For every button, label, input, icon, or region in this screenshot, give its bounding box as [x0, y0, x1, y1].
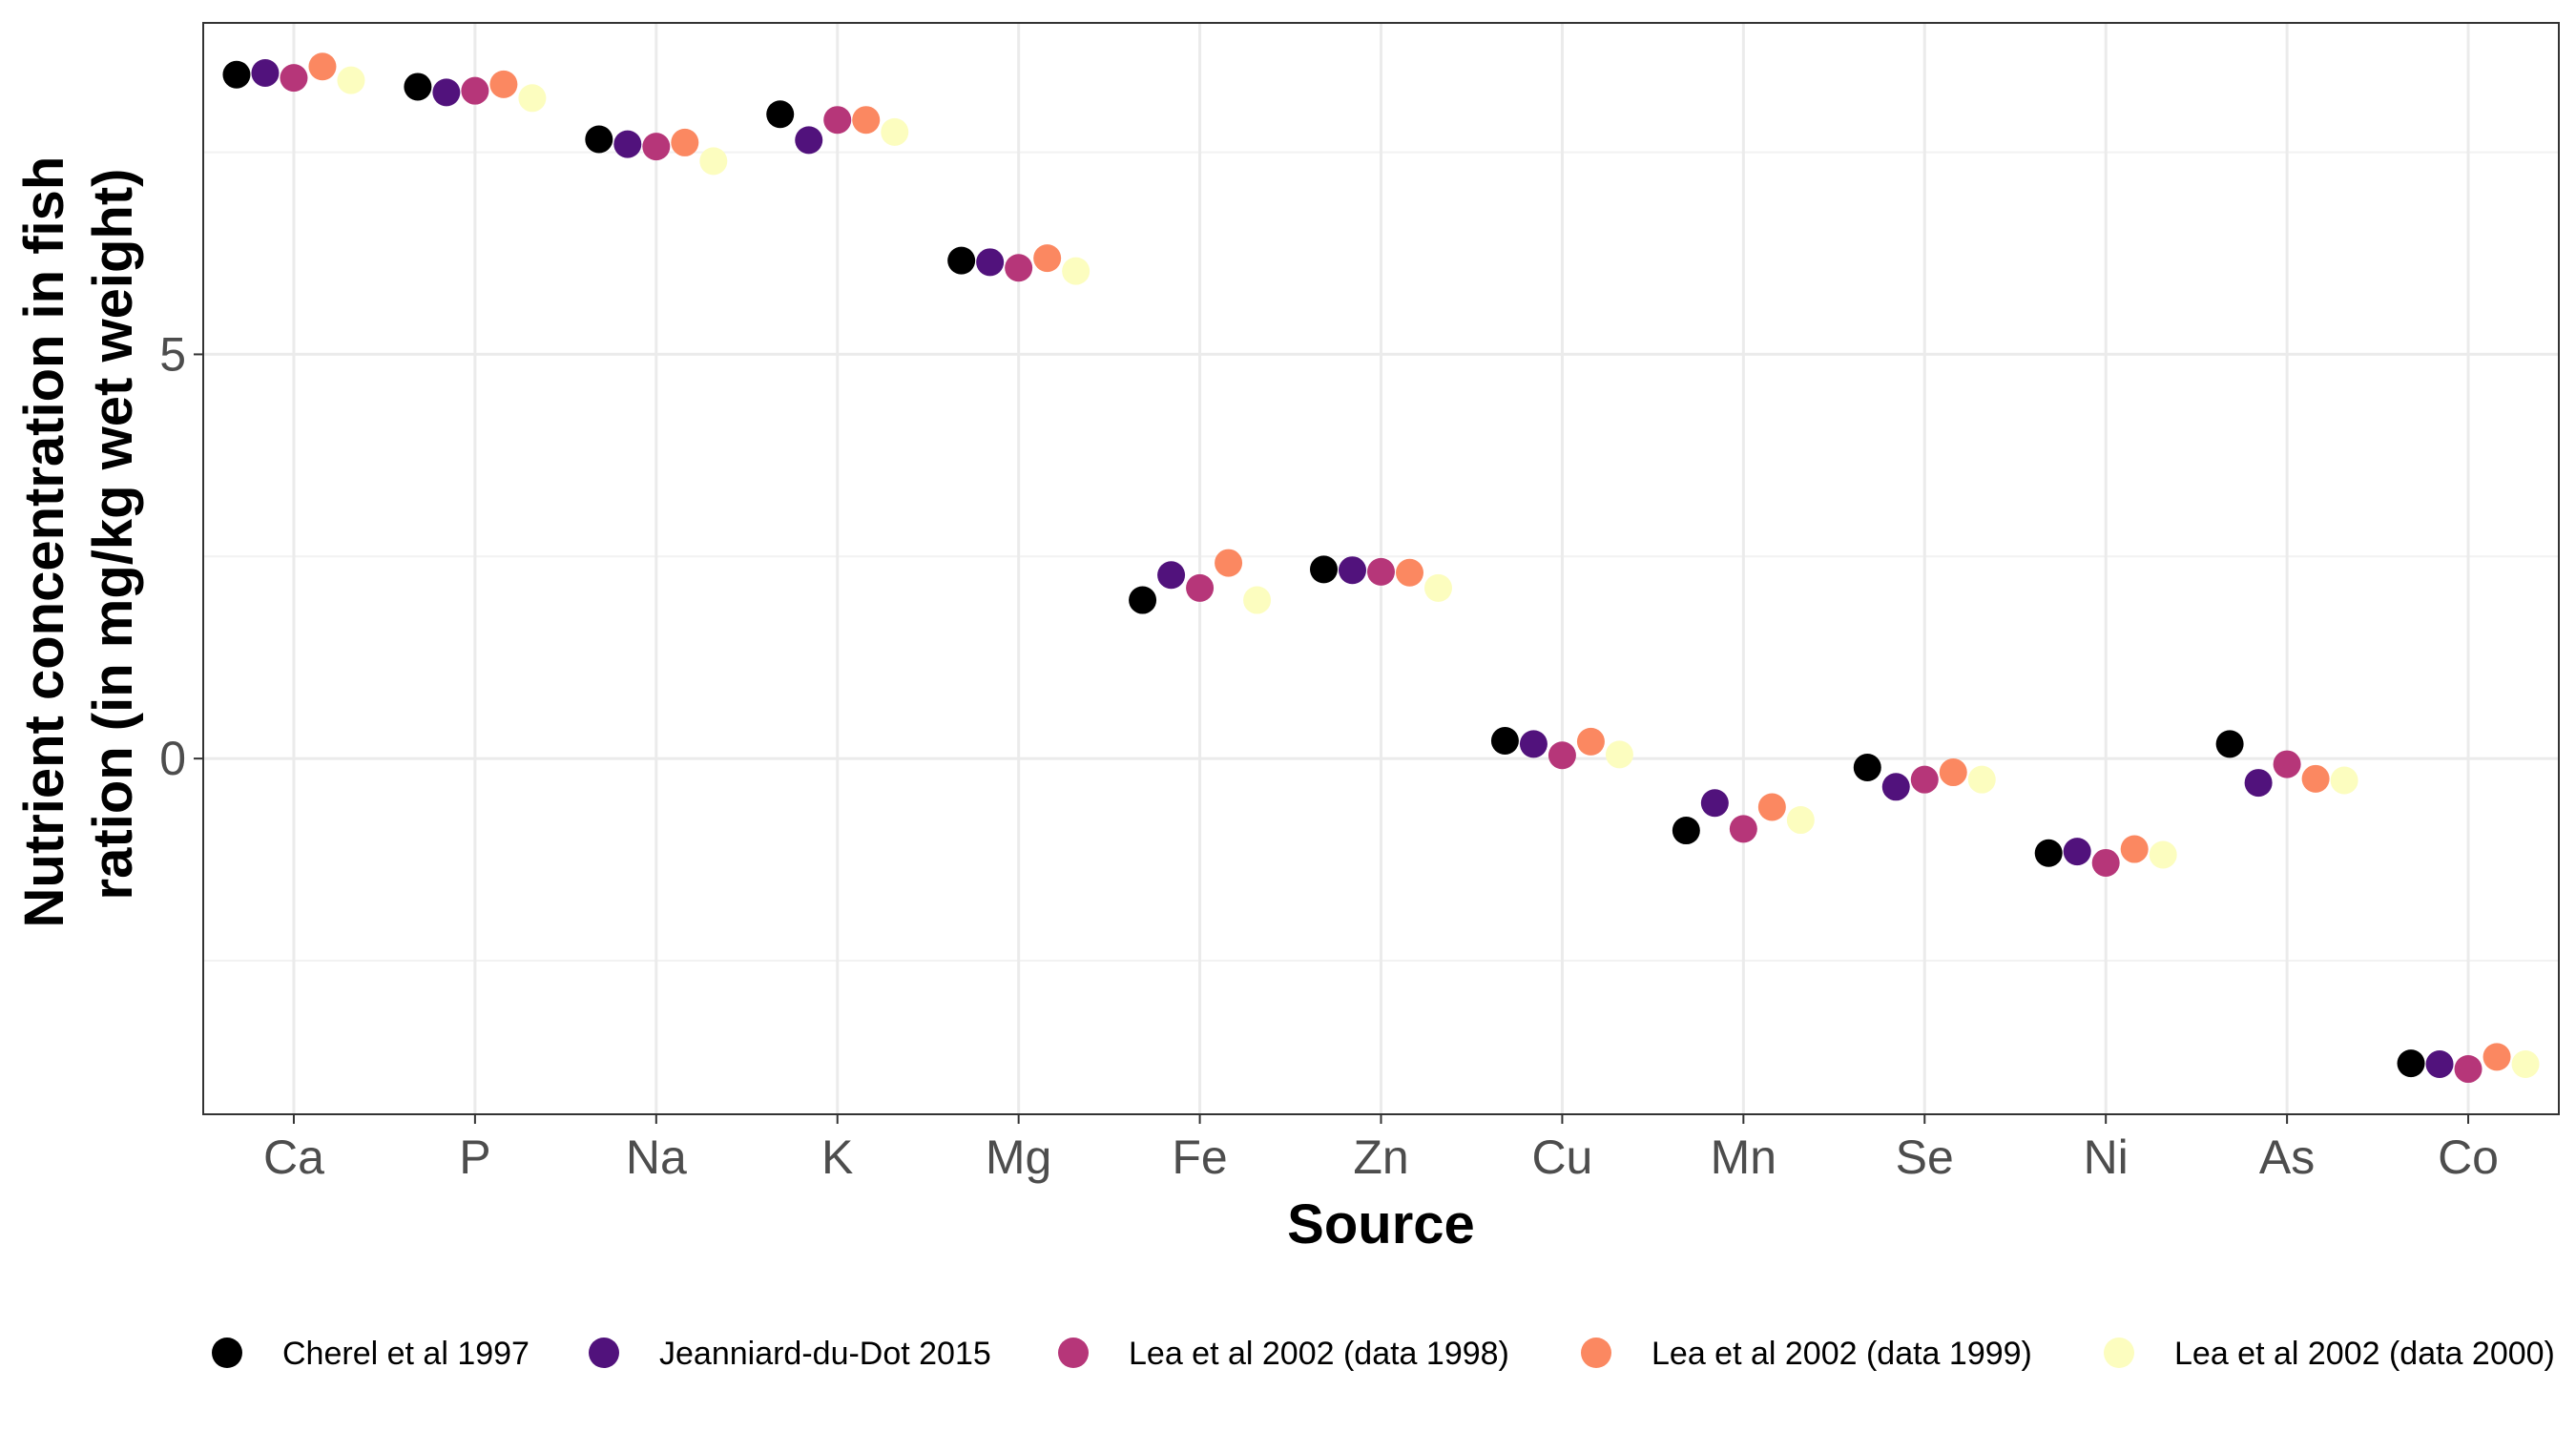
data-point	[947, 246, 976, 275]
data-point	[1881, 773, 1910, 801]
x-tick-label: Ca	[263, 1130, 324, 1184]
legend-label: Cherel et al 1997	[282, 1336, 530, 1372]
data-point	[1396, 558, 1423, 587]
data-point	[489, 70, 518, 98]
y-axis-title-line-2: ration (in mg/kg wet weight)	[82, 169, 144, 901]
data-point	[1033, 244, 1062, 273]
data-point	[2034, 839, 2063, 867]
data-point	[337, 66, 365, 94]
data-point	[1215, 549, 1243, 577]
data-point	[2511, 1049, 2540, 1078]
legend-label: Jeanniard-du-Dot 2015	[659, 1336, 991, 1372]
x-axis-title: Source	[1287, 1193, 1475, 1255]
data-point	[1367, 557, 1395, 586]
y-axis-title: Nutrient concentration in fish ration (i…	[13, 141, 144, 928]
axes: 0 5 Ca P Na K Mg Fe Zn Cu Mn Se Ni As Co	[159, 327, 2499, 1184]
data-point	[2215, 730, 2244, 758]
data-point	[671, 128, 699, 156]
x-tick-label: Se	[1896, 1130, 1954, 1184]
legend: Cherel et al 1997 Jeanniard-du-Dot 2015 Le…	[212, 1336, 2555, 1372]
data-point	[823, 106, 852, 135]
data-point	[699, 147, 728, 176]
data-point	[2483, 1043, 2511, 1071]
data-point	[1490, 726, 1519, 755]
data-point	[613, 130, 642, 158]
data-point	[1548, 741, 1576, 770]
data-point	[2301, 764, 2330, 793]
legend-label: Lea et al 2002 (data 1999)	[1652, 1336, 2032, 1372]
data-point	[1129, 586, 1157, 614]
x-tick-label: Mg	[986, 1130, 1051, 1184]
legend-label: Lea et al 2002 (data 2000)	[2174, 1336, 2555, 1372]
legend-key	[1581, 1338, 1611, 1368]
data-point	[1062, 257, 1091, 285]
legend-label: Lea et al 2002 (data 1998)	[1129, 1336, 1509, 1372]
data-point	[852, 106, 881, 135]
data-point	[1157, 561, 1186, 590]
x-tick-label: Na	[626, 1130, 687, 1184]
x-tick-label: Zn	[1353, 1130, 1408, 1184]
data-point	[2149, 840, 2177, 869]
data-point	[1729, 815, 1757, 843]
data-point	[2330, 766, 2358, 795]
data-point	[432, 78, 461, 107]
data-point	[1672, 817, 1700, 845]
data-point	[1576, 727, 1605, 756]
legend-key	[589, 1338, 619, 1368]
data-points	[222, 52, 2540, 1084]
y-tick-label: 0	[159, 732, 186, 785]
data-point	[795, 126, 823, 155]
y-tick-label: 5	[159, 327, 186, 381]
data-point	[2063, 838, 2091, 866]
data-point	[2091, 848, 2120, 877]
x-tick-label: Cu	[1531, 1130, 1592, 1184]
x-tick-label: As	[2259, 1130, 2315, 1184]
data-point	[2273, 750, 2301, 778]
data-point	[308, 52, 337, 81]
data-point	[1519, 730, 1548, 758]
data-point	[2425, 1049, 2454, 1078]
data-point	[251, 59, 280, 88]
data-point	[1786, 806, 1815, 835]
data-point	[766, 100, 795, 129]
legend-key	[212, 1338, 242, 1368]
data-point	[585, 125, 613, 154]
data-point	[1424, 573, 1452, 602]
data-point	[976, 248, 1005, 277]
data-point	[1605, 740, 1633, 769]
data-point	[222, 60, 251, 89]
legend-key	[1058, 1338, 1089, 1368]
data-point	[518, 84, 547, 113]
x-tick-label: P	[459, 1130, 490, 1184]
data-point	[1243, 586, 1272, 614]
data-point	[2120, 835, 2149, 863]
data-point	[2244, 769, 2273, 798]
y-axis-title-line-1: Nutrient concentration in fish	[13, 156, 75, 928]
data-point	[2397, 1049, 2425, 1078]
data-point	[1757, 793, 1786, 821]
data-point	[1339, 556, 1366, 585]
data-point	[1186, 573, 1215, 602]
x-tick-label: Ni	[2084, 1130, 2129, 1184]
x-tick-label: Mn	[1711, 1130, 1776, 1184]
x-tick-label: Fe	[1172, 1130, 1227, 1184]
data-point	[280, 64, 308, 93]
legend-key	[2104, 1338, 2134, 1368]
data-point	[1967, 765, 1996, 794]
data-point	[461, 76, 489, 105]
x-tick-label: Co	[2438, 1130, 2499, 1184]
data-point	[1310, 555, 1338, 584]
x-tick-label: K	[821, 1130, 853, 1184]
data-point	[642, 133, 671, 161]
data-point	[404, 73, 432, 101]
data-point	[1700, 789, 1729, 818]
data-point	[1005, 254, 1033, 282]
data-point	[1939, 758, 1967, 787]
data-point	[2454, 1055, 2483, 1084]
data-point	[1910, 765, 1939, 794]
data-point	[881, 117, 909, 146]
data-point	[1853, 753, 1881, 781]
